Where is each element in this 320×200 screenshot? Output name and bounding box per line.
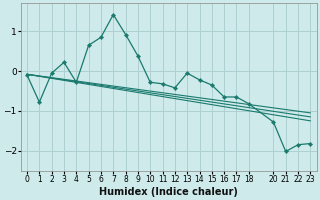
X-axis label: Humidex (Indice chaleur): Humidex (Indice chaleur)	[99, 187, 238, 197]
